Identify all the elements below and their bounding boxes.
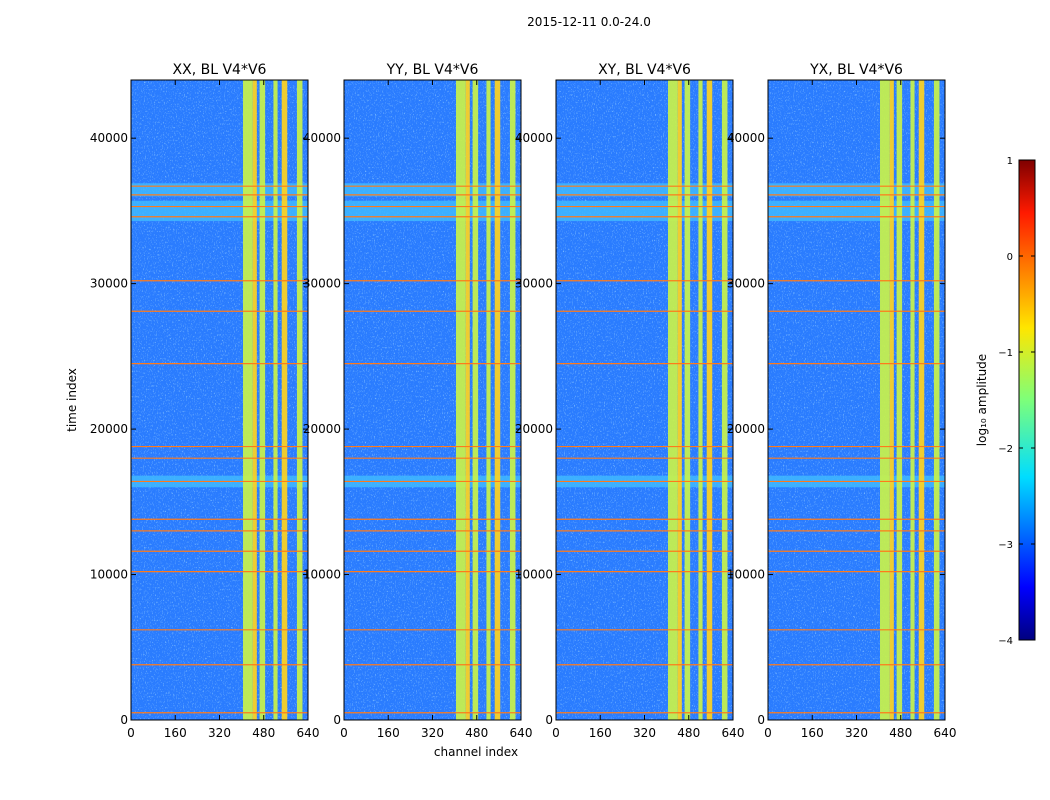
flagged-time-range [768, 200, 945, 222]
heatmap-noise [344, 80, 521, 720]
x-tick-label: 160 [801, 726, 824, 740]
channel-band [880, 80, 890, 720]
y-tick-label: 30000 [90, 277, 128, 291]
x-tick-label: 640 [934, 726, 957, 740]
panel-title: YX, BL V4*V6 [809, 62, 903, 78]
channel-band [494, 80, 501, 720]
y-tick-label: 0 [333, 713, 341, 727]
y-tick-label: 0 [545, 713, 553, 727]
y-tick-label: 0 [757, 713, 765, 727]
colorbar-tick-label: −3 [998, 540, 1013, 551]
channel-band [281, 80, 288, 720]
figure-suptitle: 2015-12-11 0.0-24.0 [527, 15, 651, 29]
y-tick-label: 0 [120, 713, 128, 727]
channel-band [273, 80, 278, 720]
x-tick-label: 640 [297, 726, 320, 740]
x-tick-label: 160 [377, 726, 400, 740]
channel-band [933, 80, 940, 720]
channel-band [889, 80, 894, 720]
colorbar-tick-label: 0 [1007, 252, 1013, 263]
x-tick-label: 320 [633, 726, 656, 740]
colorbar-tick-label: 1 [1007, 156, 1013, 167]
x-tick-label: 640 [510, 726, 533, 740]
channel-band [721, 80, 728, 720]
channel-band [465, 80, 470, 720]
panel-yx: YX, BL V4*V6 0 160 320 480 640 0 10000 20000 3000… [727, 62, 957, 740]
panel-xx: XX, BL V4*V6 0 160 320 480 640 0 10000 20000 3000… [90, 62, 320, 740]
y-tick-label: 40000 [727, 131, 765, 145]
flagged-time-range [344, 200, 521, 222]
y-tick-label: 10000 [90, 568, 128, 582]
colorbar-tick-label: −1 [998, 348, 1013, 359]
channel-band [896, 80, 903, 720]
x-tick-label: 320 [845, 726, 868, 740]
channel-band [910, 80, 915, 720]
y-axis-label: time index [65, 368, 79, 432]
y-tick-label: 20000 [90, 422, 128, 436]
channel-band [486, 80, 491, 720]
panel-title: XY, BL V4*V6 [598, 62, 691, 78]
x-tick-label: 160 [589, 726, 612, 740]
y-tick-label: 30000 [727, 277, 765, 291]
y-tick-label: 40000 [303, 131, 341, 145]
y-tick-label: 10000 [303, 568, 341, 582]
y-tick-label: 40000 [90, 131, 128, 145]
panel-title: YY, BL V4*V6 [386, 62, 479, 78]
colorbar-tick-label: −2 [998, 444, 1013, 455]
y-tick-label: 30000 [303, 277, 341, 291]
colorbar-label: log₁₀ amplitude [975, 354, 989, 446]
colorbar-gradient [1018, 159, 1036, 641]
x-axis-label: channel index [434, 745, 518, 759]
channel-band [243, 80, 253, 720]
y-tick-label: 20000 [727, 422, 765, 436]
channel-band [252, 80, 257, 720]
heatmap-noise [768, 80, 945, 720]
channel-band [918, 80, 925, 720]
x-tick-label: 480 [252, 726, 275, 740]
channel-band [509, 80, 516, 720]
channel-band [698, 80, 703, 720]
x-tick-label: 160 [164, 726, 187, 740]
y-tick-label: 20000 [515, 422, 553, 436]
heatmap-panels: XX, BL V4*V6 0 160 320 480 640 0 10000 20000 3000… [90, 62, 957, 740]
y-tick-label: 40000 [515, 131, 553, 145]
colorbar: log₁₀ amplitude 1 0 −1 −2 −3 −4 [975, 156, 1036, 647]
x-tick-label: 0 [340, 726, 348, 740]
panel-title: XX, BL V4*V6 [173, 62, 267, 78]
channel-band [296, 80, 303, 720]
panel-yy: YY, BL V4*V6 0 160 320 480 640 0 10000 20000 3000… [303, 62, 533, 740]
y-tick-label: 30000 [515, 277, 553, 291]
x-tick-label: 480 [465, 726, 488, 740]
flagged-time-range [556, 200, 733, 222]
channel-band [259, 80, 266, 720]
x-tick-label: 480 [889, 726, 912, 740]
heatmap-noise [131, 80, 308, 720]
channel-band [677, 80, 682, 720]
x-tick-label: 0 [764, 726, 772, 740]
flagged-time-range [131, 200, 308, 222]
panel-xy: XY, BL V4*V6 0 160 320 480 640 0 10000 20000 3000… [515, 62, 745, 740]
channel-band [706, 80, 713, 720]
heatmap-noise [556, 80, 733, 720]
colorbar-tick-label: −4 [998, 636, 1013, 647]
channel-band [684, 80, 691, 720]
x-tick-label: 320 [421, 726, 444, 740]
y-tick-label: 20000 [303, 422, 341, 436]
x-tick-label: 0 [552, 726, 560, 740]
y-tick-label: 10000 [515, 568, 553, 582]
y-tick-label: 10000 [727, 568, 765, 582]
x-tick-label: 0 [127, 726, 135, 740]
channel-band [456, 80, 466, 720]
x-tick-label: 480 [677, 726, 700, 740]
channel-band [472, 80, 479, 720]
x-tick-label: 640 [722, 726, 745, 740]
channel-band [668, 80, 678, 720]
x-tick-label: 320 [208, 726, 231, 740]
